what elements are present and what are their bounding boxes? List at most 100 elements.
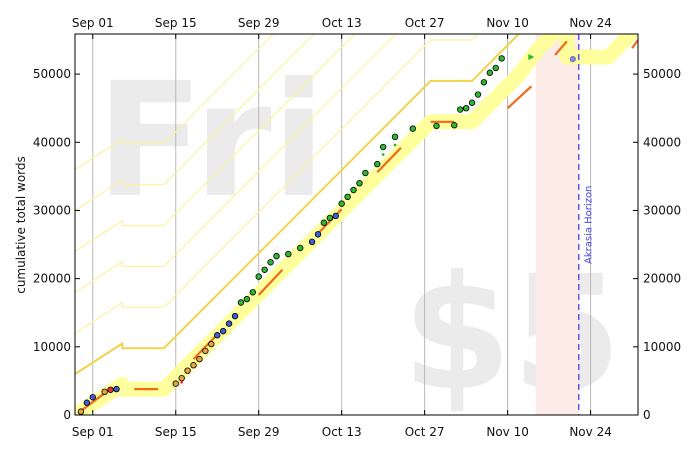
datapoint (320, 219, 328, 226)
datapoint (433, 122, 440, 130)
x-tick-label-bottom: Nov 10 (486, 425, 529, 439)
datapoint (196, 355, 203, 363)
y-tick-label-left: 30000 (33, 203, 71, 217)
road-dash (631, 39, 638, 49)
y-tick-label-left: 10000 (33, 340, 71, 354)
datapoint (113, 385, 120, 393)
y-tick-label-left: 20000 (33, 272, 71, 286)
datapoint (362, 169, 369, 177)
grid-lines (92, 34, 592, 415)
road-offset-line (75, 34, 356, 252)
datapoint (255, 273, 262, 280)
datapoint (374, 160, 381, 168)
road-centerline-dashes (80, 39, 638, 412)
x-tick-label-bottom: Sep 01 (72, 425, 114, 439)
datapoint (457, 106, 464, 113)
road-dash (317, 208, 343, 235)
datapoint (350, 186, 357, 194)
datapoint (237, 299, 245, 306)
datapoint (225, 320, 233, 327)
x-tick-label-top: Nov 24 (569, 16, 612, 30)
y-tick-label-right: 0 (643, 408, 651, 422)
datapoint (480, 79, 488, 86)
datapoint (178, 374, 185, 382)
datapoint (231, 312, 239, 320)
x-tick-label-top: Oct 27 (405, 16, 445, 30)
x-tick-label-top: Sep 01 (72, 16, 114, 30)
x-tick-label-top: Sep 15 (155, 16, 197, 30)
small-marker (393, 143, 397, 147)
y-axis: 0 0 10000 10000 20000 20000 30000 30000 40000 400… (33, 67, 681, 422)
x-tick-label-bottom: Oct 27 (405, 425, 445, 439)
road-dash (80, 392, 106, 412)
datapoint (219, 327, 227, 335)
watermark-pledge: $5 (402, 242, 622, 426)
y-tick-label-left: 50000 (33, 67, 71, 81)
x-tick-label-top: Nov 10 (486, 16, 529, 30)
y-tick-label-right: 50000 (643, 67, 681, 81)
akrasia-horizon-shade (535, 34, 579, 415)
road-offset-line (75, 34, 479, 334)
x-tick-label-bottom: Nov 24 (569, 425, 612, 439)
road-offset-line (75, 34, 315, 212)
datapoint (314, 231, 322, 238)
projection-point (569, 55, 576, 63)
road-offset-line (75, 34, 275, 171)
datapoint (379, 143, 387, 151)
y-tick-label-right: 30000 (643, 203, 681, 217)
road-offset-line-main (75, 34, 521, 375)
datapoint (492, 64, 499, 72)
datapoint (468, 99, 476, 106)
datapoint (202, 347, 209, 355)
datapoint (332, 212, 339, 220)
datapoint (249, 289, 256, 296)
plot-frame (74, 33, 639, 416)
datapoint (308, 238, 316, 246)
x-tick-label-bottom: Sep 15 (155, 425, 197, 439)
x-tick-label-top: Oct 13 (322, 16, 362, 30)
small-marker (180, 380, 184, 384)
datapoint (285, 250, 292, 258)
x-tick-label-bottom: Oct 13 (322, 425, 362, 439)
road-dash (192, 333, 219, 360)
watermark-layer: Fri $5 (96, 49, 622, 426)
datapoint (101, 388, 108, 396)
road-offset-line (75, 34, 397, 293)
y-tick-label-right: 20000 (643, 272, 681, 286)
datapoint (83, 399, 91, 406)
y-axis-label: cumulative total words (14, 156, 28, 294)
datapoint (107, 386, 114, 393)
x-axis: Sep 01 Sep 01 Sep 15 Sep 15 Sep 29 Sep 29 Oct … (72, 16, 612, 439)
y-tick-label-left: 0 (63, 408, 71, 422)
datapoint (498, 55, 505, 62)
datapoint (261, 266, 268, 273)
datapoint (344, 193, 351, 201)
y-tick-label-right: 40000 (643, 135, 681, 149)
datapoint (172, 380, 179, 387)
datapoint (326, 214, 334, 222)
road-dash (554, 40, 568, 56)
datapoint (338, 200, 345, 207)
flag-marker (528, 54, 535, 61)
datapoint (214, 332, 221, 339)
datapoint (462, 104, 470, 112)
watermark-weekday: Fri (96, 49, 326, 233)
datapoint (356, 179, 363, 187)
road-dash (506, 85, 533, 109)
datapoint (208, 340, 215, 348)
datapoint (297, 244, 304, 252)
y-tick-label-right: 10000 (643, 340, 681, 354)
datapoint (267, 259, 274, 266)
datapoint (190, 362, 197, 369)
datapoint (409, 125, 416, 132)
datapoint (77, 408, 85, 415)
datapoint (391, 133, 399, 141)
akrasia-horizon-label: Akrasia Horizon (584, 186, 595, 264)
x-tick-label-bottom: Sep 29 (238, 425, 280, 439)
datapoint (486, 69, 494, 76)
road-dash (376, 146, 402, 174)
datapoints (77, 54, 576, 415)
small-marker (381, 153, 385, 156)
y-tick-label-left: 40000 (33, 135, 71, 149)
